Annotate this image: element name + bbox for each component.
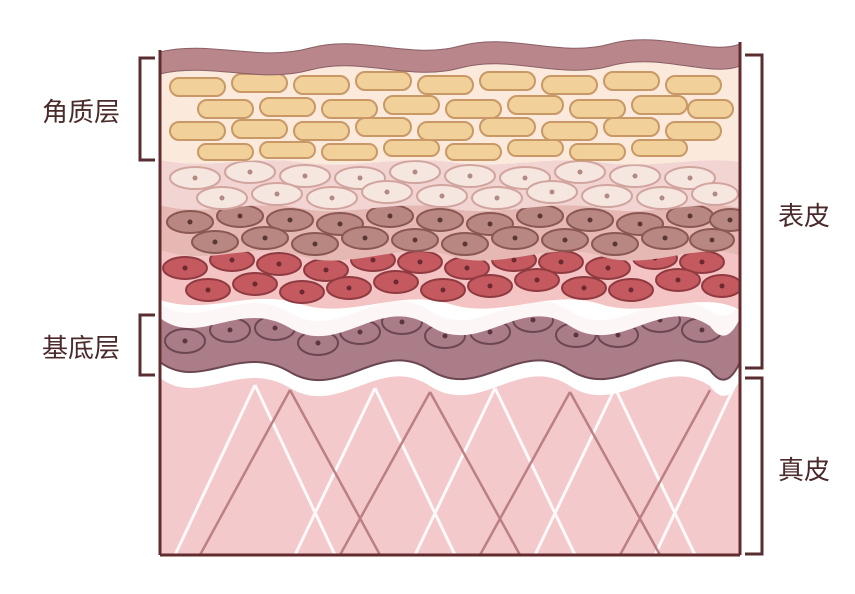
bracket-epidermis (745, 55, 762, 368)
label-stratum-corneum: 角质层 (42, 92, 120, 129)
dermis-layer (160, 368, 740, 555)
bracket-dermis (745, 378, 762, 554)
bracket-stratum-corneum (140, 58, 155, 160)
skin-diagram: 角质层 基底层 表皮 真皮 (0, 0, 855, 594)
bracket-stratum-basale (140, 315, 155, 375)
label-dermis: 真皮 (778, 450, 830, 487)
diagram-svg (0, 0, 855, 594)
label-epidermis: 表皮 (778, 196, 830, 233)
label-stratum-basale: 基底层 (42, 328, 120, 365)
